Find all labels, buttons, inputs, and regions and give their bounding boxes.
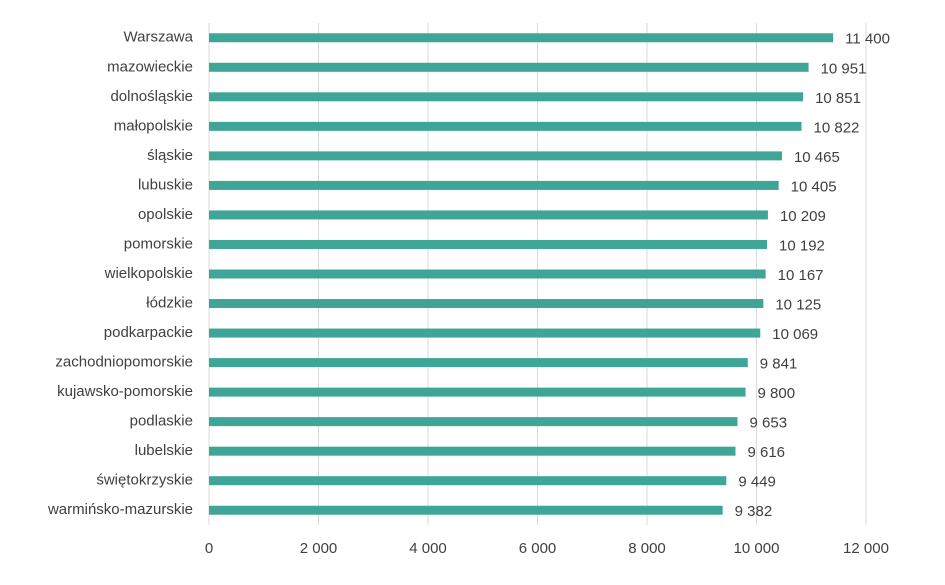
x-tick-label: 12 000 [843, 540, 889, 557]
bar [209, 328, 761, 338]
data-label: 10 192 [779, 237, 825, 254]
data-label: 10 405 [791, 178, 837, 195]
bar [209, 476, 727, 486]
data-label: 9 841 [760, 356, 798, 373]
data-label: 10 851 [815, 90, 861, 107]
bar [209, 358, 748, 368]
bar [209, 239, 768, 249]
bar [209, 180, 779, 190]
data-label: 11 400 [845, 31, 890, 48]
y-tick-label: świętokrzyskie [96, 472, 193, 489]
data-label: 10 209 [780, 208, 826, 225]
x-tick-label: 0 [205, 540, 213, 557]
bar [209, 505, 723, 515]
bar [209, 151, 782, 161]
bar [209, 92, 804, 102]
y-tick-label: śląskie [147, 147, 193, 164]
data-label: 10 951 [821, 60, 867, 77]
data-label: 10 465 [794, 149, 840, 166]
y-tick-label: pomorskie [124, 235, 193, 252]
data-label: 10 125 [775, 296, 821, 313]
data-label: 9 800 [758, 385, 796, 402]
x-tick-label: 2 000 [300, 540, 338, 557]
y-tick-label: mazowieckie [107, 58, 193, 75]
data-label: 10 822 [814, 119, 860, 136]
bar [209, 121, 802, 131]
y-tick-label: Warszawa [124, 29, 194, 46]
x-tick-label: 6 000 [519, 540, 557, 557]
bar [209, 62, 809, 72]
data-label: 10 069 [772, 326, 818, 343]
x-tick-label: 4 000 [409, 540, 447, 557]
y-tick-label: podkarpackie [104, 324, 193, 341]
y-tick-label: małopolskie [114, 117, 193, 134]
bar [209, 299, 764, 309]
x-tick-label: 8 000 [628, 540, 666, 557]
y-tick-label: wielkopolskie [104, 265, 193, 282]
bar [209, 387, 746, 397]
bar [209, 446, 736, 456]
bar [209, 269, 766, 279]
data-label: 9 653 [750, 415, 788, 432]
data-label: 9 616 [747, 444, 785, 461]
y-tick-label: lubuskie [138, 176, 193, 193]
data-label: 9 382 [735, 503, 773, 520]
y-tick-label: kujawsko-pomorskie [57, 383, 193, 400]
y-tick-label: dolnośląskie [110, 88, 193, 105]
y-tick-label: opolskie [138, 206, 193, 223]
y-tick-label: zachodniopomorskie [55, 354, 193, 371]
y-tick-label: warmińsko-mazurskie [47, 501, 193, 518]
bar [209, 417, 738, 427]
y-tick-label: lubelskie [135, 442, 193, 459]
y-tick-label: podlaskie [130, 413, 193, 430]
y-tick-label: łódzkie [146, 294, 193, 311]
data-label: 10 167 [778, 267, 824, 284]
bar [209, 210, 768, 220]
x-tick-label: 10 000 [734, 540, 780, 557]
data-label: 9 449 [738, 474, 776, 491]
bar [209, 33, 834, 43]
